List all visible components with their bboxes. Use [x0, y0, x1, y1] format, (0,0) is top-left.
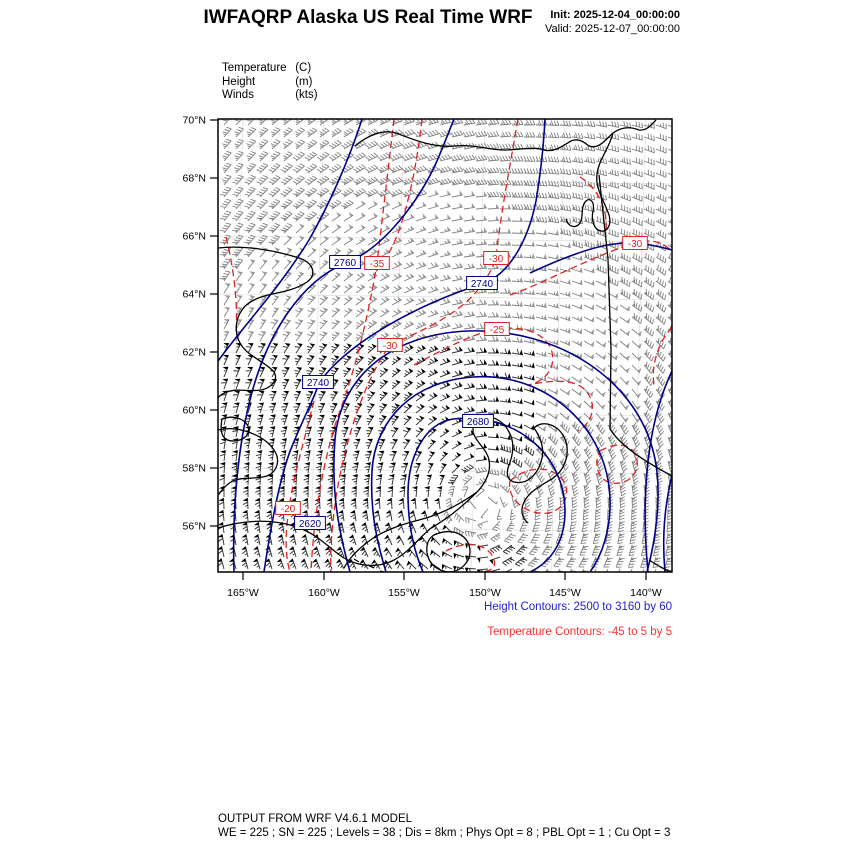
svg-text:160°W: 160°W [308, 587, 340, 599]
svg-text:70°N: 70°N [183, 115, 206, 127]
legend-var-unit: (C) [295, 62, 312, 74]
svg-text:64°N: 64°N [183, 289, 206, 301]
svg-text:60°N: 60°N [183, 405, 206, 417]
map-canvas: 2760 2740 2740 2680 2620 -35 -30 -30 -30 -25 -20 70… [170, 110, 690, 610]
svg-text:-30: -30 [489, 254, 504, 265]
svg-text:155°W: 155°W [388, 587, 420, 599]
plot-title: IWFAQRP Alaska US Real Time WRF [203, 7, 533, 28]
temperature-contours-caption: Temperature Contours: -45 to 5 by 5 [487, 626, 672, 638]
init-datetime: Init: 2025-12-04_00:00:00 [550, 9, 680, 21]
svg-text:56°N: 56°N [183, 521, 206, 533]
legend-row-winds: Winds (kts) [222, 89, 318, 103]
svg-text:-30: -30 [628, 239, 643, 250]
model-config-line: WE = 225 ; SN = 225 ; Levels = 38 ; Dis … [218, 827, 671, 839]
svg-text:-30: -30 [383, 341, 398, 352]
contour-labels-layer: 2760 2740 2740 2680 2620 -35 -30 -30 -30 -25 -20 [275, 236, 648, 530]
legend-var-name: Temperature [222, 62, 287, 74]
svg-text:145°W: 145°W [549, 587, 581, 599]
legend-var-name: Height [222, 75, 256, 88]
svg-text:2760: 2760 [334, 258, 357, 269]
variables-legend: Temperature (C) Height (m) Winds (kts) [222, 62, 318, 103]
legend-var-unit: (kts) [295, 89, 318, 101]
svg-text:140°W: 140°W [630, 587, 662, 599]
svg-text:62°N: 62°N [183, 347, 206, 359]
legend-row-height: Height (m) [222, 76, 318, 90]
legend-var-unit: (m) [295, 75, 313, 88]
svg-text:165°W: 165°W [227, 587, 259, 599]
wind-barbs-layer [218, 119, 672, 572]
height-contours-layer [218, 119, 672, 572]
svg-text:68°N: 68°N [183, 173, 206, 185]
axes-layer: 70°N 68°N 66°N 64°N 62°N 60°N 58°N 56°N 165°W 160… [183, 115, 673, 599]
svg-text:-35: -35 [370, 259, 385, 270]
svg-text:-20: -20 [281, 504, 296, 515]
coastline-layer [218, 119, 672, 572]
svg-text:2740: 2740 [471, 279, 494, 290]
svg-text:2680: 2680 [467, 417, 490, 428]
height-contours-caption: Height Contours: 2500 to 3160 by 60 [484, 601, 672, 613]
legend-var-name: Winds [222, 89, 254, 101]
svg-text:150°W: 150°W [469, 587, 501, 599]
svg-text:66°N: 66°N [183, 231, 206, 243]
svg-text:2620: 2620 [299, 519, 322, 530]
svg-text:58°N: 58°N [183, 463, 206, 475]
legend-row-temperature: Temperature (C) [222, 62, 318, 76]
svg-text:-25: -25 [490, 325, 505, 336]
svg-text:2740: 2740 [307, 378, 330, 389]
valid-datetime: Valid: 2025-12-07_00:00:00 [545, 23, 680, 35]
model-output-line: OUTPUT FROM WRF V4.6.1 MODEL [218, 813, 413, 825]
